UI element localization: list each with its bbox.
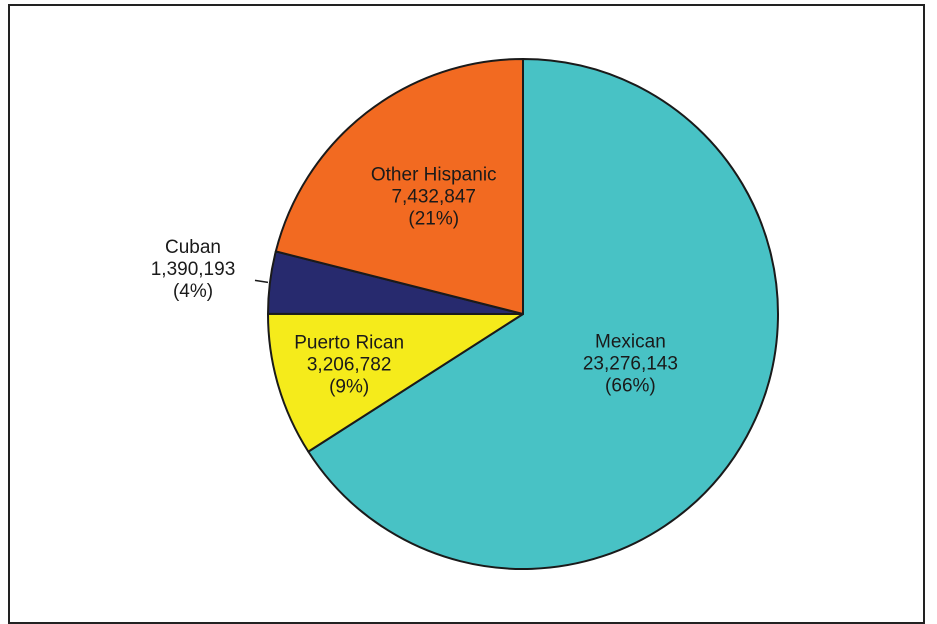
slice-label-other-hispanic: Other Hispanic 7,432,847 (21%) [371,164,497,229]
slice-name: Mexican [595,332,666,353]
chart-frame: Mexican 23,276,143 (66%) Puerto Rican 3,206,… [8,4,925,624]
slice-value: 7,432,847 [391,186,476,207]
slice-percent: (66%) [605,376,656,397]
slice-percent: (4%) [173,281,213,302]
pie-slice-mexican [307,58,779,570]
pie-labels: Mexican 23,276,143 (66%) Puerto Rican 3,206,… [151,164,678,397]
slice-name: Cuban [165,237,221,258]
slice-percent: (9%) [329,376,369,397]
pie-chart: Mexican 23,276,143 (66%) Puerto Rican 3,206,… [151,58,779,570]
pie-slice-other-hispanic [274,58,524,315]
pie-slice-puerto-rican [266,312,524,453]
slice-label-puerto-rican: Puerto Rican 3,206,782 (9%) [294,332,404,397]
slice-name: Other Hispanic [371,164,497,185]
slice-value: 1,390,193 [151,259,236,280]
slice-name: Puerto Rican [294,332,404,353]
slice-value: 3,206,782 [307,354,392,375]
leader-line-cuban [254,279,269,284]
pie-slices [266,58,779,570]
slice-percent: (21%) [408,208,459,229]
slice-value: 23,276,143 [583,354,678,375]
slice-label-mexican: Mexican 23,276,143 (66%) [583,332,678,397]
slice-label-cuban: Cuban 1,390,193 (4%) [151,237,236,302]
